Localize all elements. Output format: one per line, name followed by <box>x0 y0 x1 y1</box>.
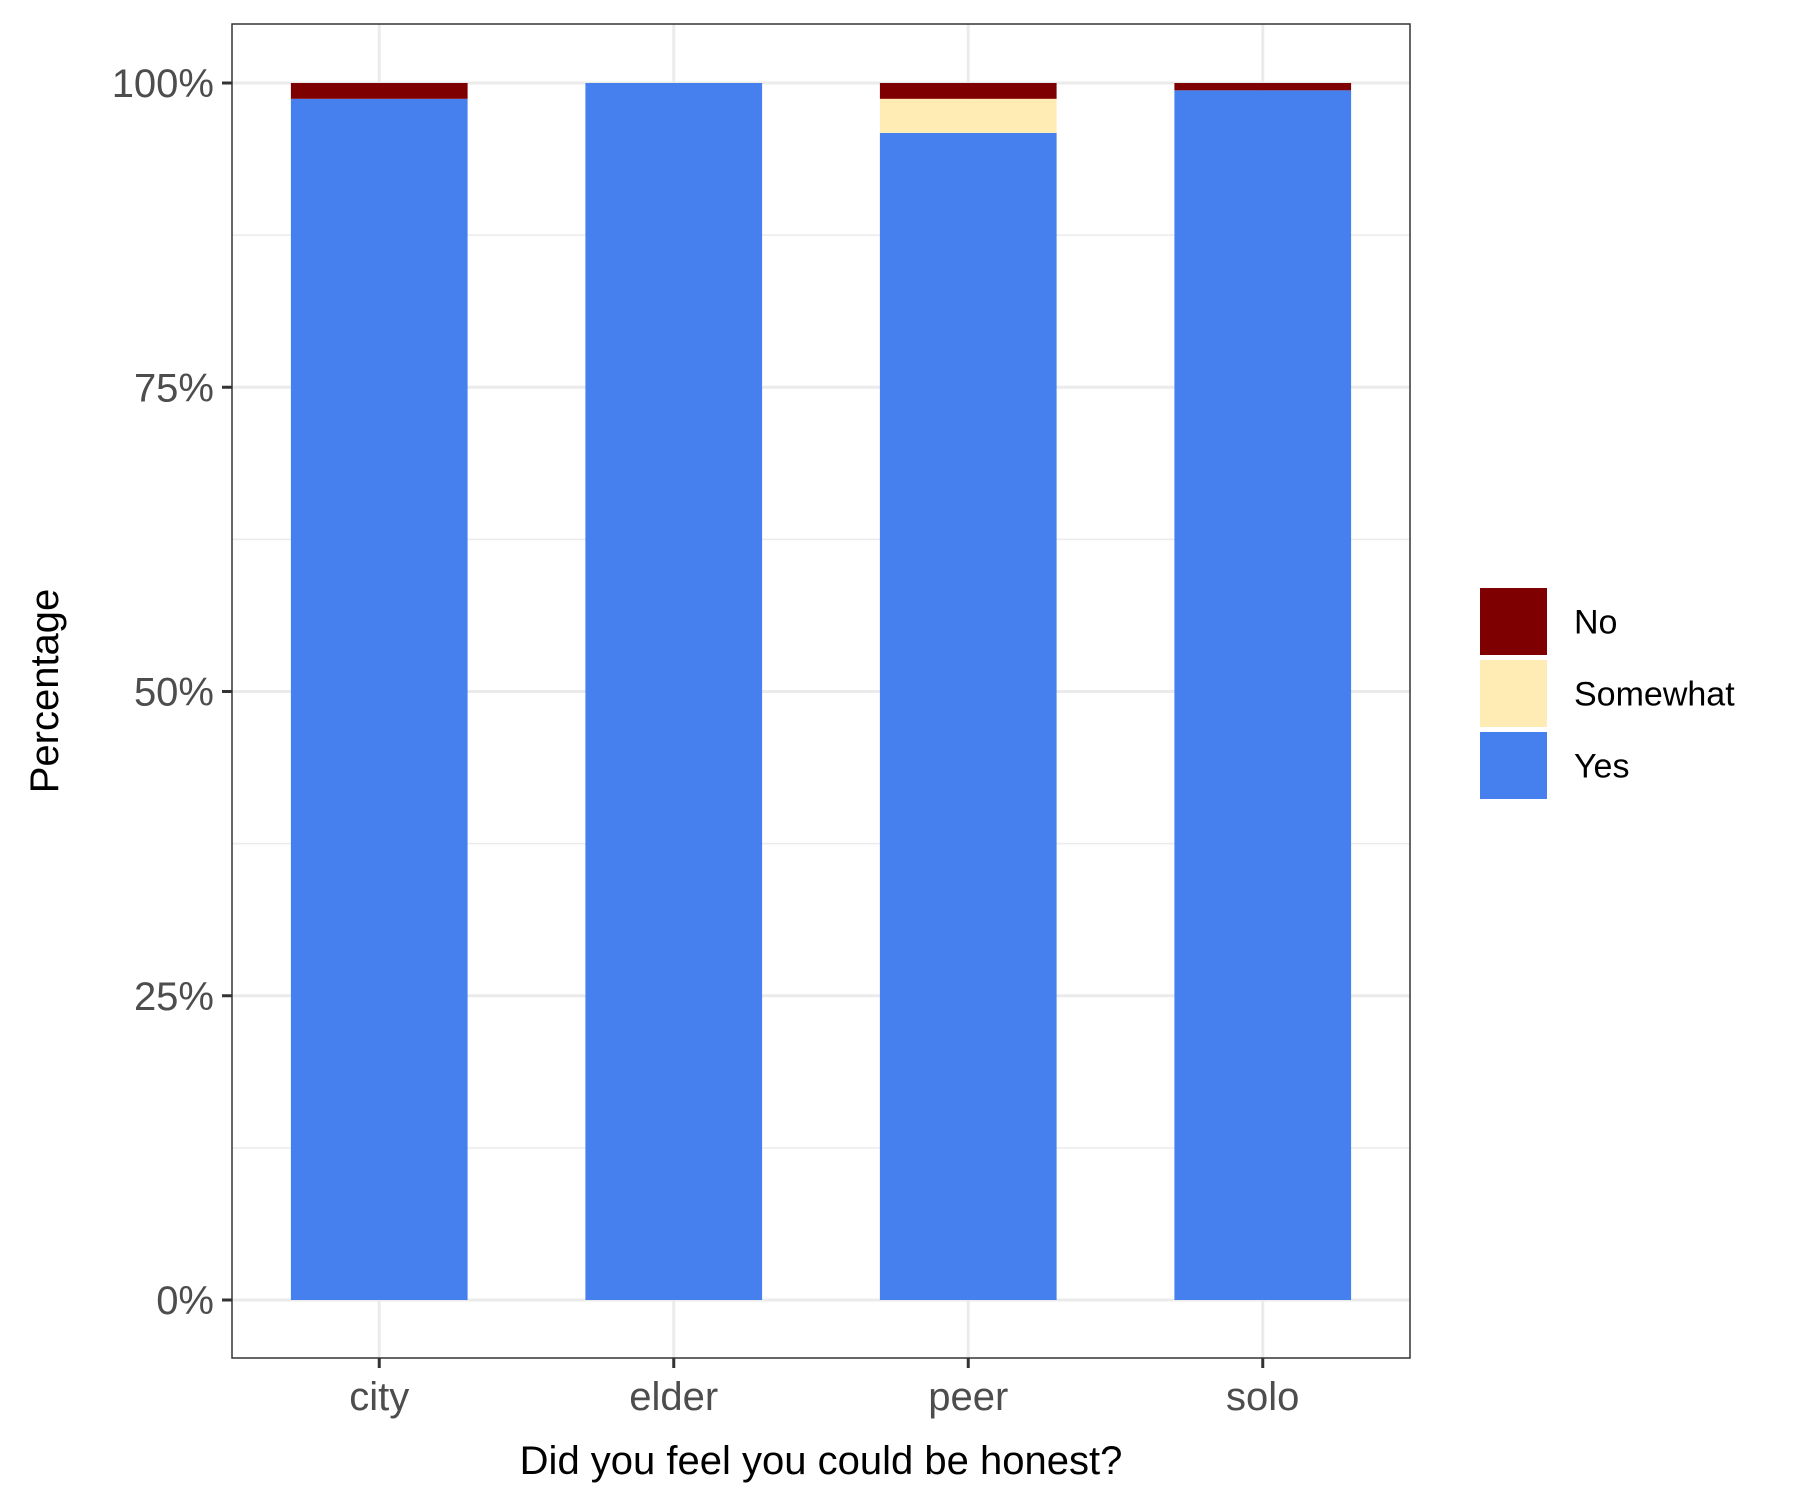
x-tick-label: elder <box>629 1375 718 1419</box>
y-tick-label: 75% <box>134 366 214 410</box>
bar-city-yes <box>290 98 468 1300</box>
x-tick-label: peer <box>928 1375 1008 1419</box>
bar-solo-yes <box>1174 90 1352 1300</box>
y-axis: 0% 25% 50% 75% 100% <box>112 62 232 1323</box>
legend: No Somewhat Yes <box>1480 588 1735 799</box>
bar-city-no <box>290 83 468 99</box>
y-tick-label: 25% <box>134 975 214 1019</box>
legend-label: Somewhat <box>1574 676 1735 714</box>
bar-peer-no <box>879 83 1057 99</box>
y-tick-label: 50% <box>134 671 214 715</box>
bar-peer-somewhat <box>879 98 1057 133</box>
bar-peer-yes <box>879 132 1057 1301</box>
legend-key-somewhat <box>1480 660 1547 727</box>
y-axis-title: Percentage <box>23 589 67 794</box>
x-axis-title: Did you feel you could be honest? <box>520 1439 1123 1483</box>
legend-label: Yes <box>1574 748 1629 786</box>
y-tick-label: 100% <box>112 62 214 106</box>
bar-solo-no <box>1174 83 1352 91</box>
legend-key-no <box>1480 588 1547 655</box>
x-axis: city elder peer solo <box>349 1358 1299 1419</box>
y-tick-label: 0% <box>156 1279 214 1323</box>
legend-label: No <box>1574 604 1617 642</box>
legend-key-yes <box>1480 732 1547 799</box>
x-tick-label: solo <box>1226 1375 1299 1419</box>
bars <box>290 83 1352 1301</box>
x-tick-label: city <box>349 1375 409 1419</box>
bar-elder-yes <box>585 83 763 1300</box>
